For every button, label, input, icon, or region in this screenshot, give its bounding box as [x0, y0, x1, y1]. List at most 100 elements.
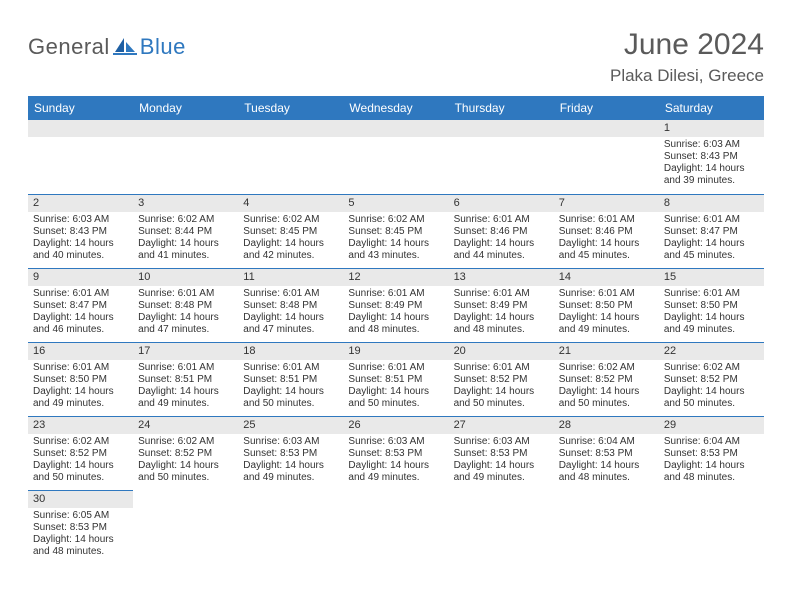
- daylight-text-2: and 46 minutes.: [33, 324, 128, 336]
- day-info: Sunrise: 6:02 AMSunset: 8:52 PMDaylight:…: [554, 360, 659, 413]
- brand-text-2: Blue: [140, 34, 186, 60]
- daylight-text-1: Daylight: 14 hours: [559, 460, 654, 472]
- day-number: 5: [343, 195, 448, 212]
- sunset-text: Sunset: 8:53 PM: [348, 448, 443, 460]
- sunset-text: Sunset: 8:53 PM: [243, 448, 338, 460]
- calendar-week: 9Sunrise: 6:01 AMSunset: 8:47 PMDaylight…: [28, 268, 764, 342]
- daylight-text-2: and 49 minutes.: [33, 398, 128, 410]
- sunrise-text: Sunrise: 6:02 AM: [33, 436, 128, 448]
- day-number: 22: [659, 343, 764, 360]
- day-number: 1: [659, 120, 764, 137]
- daylight-text-2: and 50 minutes.: [454, 398, 549, 410]
- day-header: Sunday: [28, 96, 133, 120]
- day-info: Sunrise: 6:01 AMSunset: 8:50 PMDaylight:…: [554, 286, 659, 339]
- day-number: 14: [554, 269, 659, 286]
- daylight-text-1: Daylight: 14 hours: [33, 386, 128, 398]
- calendar-table: Sunday Monday Tuesday Wednesday Thursday…: [28, 96, 764, 564]
- sunrise-text: Sunrise: 6:02 AM: [559, 362, 654, 374]
- daylight-text-1: Daylight: 14 hours: [454, 460, 549, 472]
- daylight-text-1: Daylight: 14 hours: [33, 238, 128, 250]
- sunrise-text: Sunrise: 6:01 AM: [348, 288, 443, 300]
- calendar-cell: 18Sunrise: 6:01 AMSunset: 8:51 PMDayligh…: [238, 342, 343, 416]
- day-number: 3: [133, 195, 238, 212]
- daylight-text-1: Daylight: 14 hours: [243, 460, 338, 472]
- day-info: Sunrise: 6:02 AMSunset: 8:45 PMDaylight:…: [238, 212, 343, 265]
- day-number: 10: [133, 269, 238, 286]
- day-info: Sunrise: 6:02 AMSunset: 8:44 PMDaylight:…: [133, 212, 238, 265]
- top-bar: General Blue June 2024 Plaka Dilesi, Gre…: [28, 28, 764, 86]
- sunset-text: Sunset: 8:51 PM: [243, 374, 338, 386]
- calendar-cell: [238, 120, 343, 194]
- sunset-text: Sunset: 8:46 PM: [454, 226, 549, 238]
- sunset-text: Sunset: 8:52 PM: [138, 448, 233, 460]
- day-info: Sunrise: 6:02 AMSunset: 8:52 PMDaylight:…: [28, 434, 133, 487]
- daylight-text-1: Daylight: 14 hours: [454, 238, 549, 250]
- daylight-text-1: Daylight: 14 hours: [559, 238, 654, 250]
- sunrise-text: Sunrise: 6:03 AM: [454, 436, 549, 448]
- sunset-text: Sunset: 8:49 PM: [348, 300, 443, 312]
- daylight-text-2: and 50 minutes.: [138, 472, 233, 484]
- sunset-text: Sunset: 8:50 PM: [33, 374, 128, 386]
- daylight-text-1: Daylight: 14 hours: [454, 386, 549, 398]
- day-info: Sunrise: 6:02 AMSunset: 8:45 PMDaylight:…: [343, 212, 448, 265]
- sunset-text: Sunset: 8:49 PM: [454, 300, 549, 312]
- day-number: 30: [28, 491, 133, 508]
- calendar-week: 30Sunrise: 6:05 AMSunset: 8:53 PMDayligh…: [28, 490, 764, 564]
- sunrise-text: Sunrise: 6:01 AM: [33, 362, 128, 374]
- sunset-text: Sunset: 8:46 PM: [559, 226, 654, 238]
- daylight-text-2: and 43 minutes.: [348, 250, 443, 262]
- calendar-cell: 29Sunrise: 6:04 AMSunset: 8:53 PMDayligh…: [659, 416, 764, 490]
- daylight-text-2: and 39 minutes.: [664, 175, 759, 187]
- daylight-text-1: Daylight: 14 hours: [348, 386, 443, 398]
- day-header: Monday: [133, 96, 238, 120]
- sunset-text: Sunset: 8:43 PM: [33, 226, 128, 238]
- daylight-text-1: Daylight: 14 hours: [348, 238, 443, 250]
- day-number: 16: [28, 343, 133, 360]
- day-number: [133, 120, 238, 137]
- calendar-cell: 22Sunrise: 6:02 AMSunset: 8:52 PMDayligh…: [659, 342, 764, 416]
- sunset-text: Sunset: 8:43 PM: [664, 151, 759, 163]
- calendar-cell: [449, 120, 554, 194]
- daylight-text-1: Daylight: 14 hours: [664, 238, 759, 250]
- sunrise-text: Sunrise: 6:01 AM: [243, 288, 338, 300]
- location-label: Plaka Dilesi, Greece: [610, 66, 764, 86]
- sunset-text: Sunset: 8:45 PM: [348, 226, 443, 238]
- daylight-text-2: and 49 minutes.: [664, 324, 759, 336]
- day-number: 27: [449, 417, 554, 434]
- calendar-cell: 9Sunrise: 6:01 AMSunset: 8:47 PMDaylight…: [28, 268, 133, 342]
- calendar-cell: [659, 490, 764, 564]
- day-number: 29: [659, 417, 764, 434]
- daylight-text-2: and 42 minutes.: [243, 250, 338, 262]
- sunset-text: Sunset: 8:51 PM: [348, 374, 443, 386]
- calendar-cell: [133, 120, 238, 194]
- day-header: Thursday: [449, 96, 554, 120]
- sunrise-text: Sunrise: 6:04 AM: [664, 436, 759, 448]
- calendar-cell: 1Sunrise: 6:03 AMSunset: 8:43 PMDaylight…: [659, 120, 764, 194]
- day-info: Sunrise: 6:04 AMSunset: 8:53 PMDaylight:…: [554, 434, 659, 487]
- header-right: June 2024 Plaka Dilesi, Greece: [610, 28, 764, 86]
- day-info: Sunrise: 6:03 AMSunset: 8:53 PMDaylight:…: [343, 434, 448, 487]
- daylight-text-1: Daylight: 14 hours: [664, 163, 759, 175]
- calendar-cell: 4Sunrise: 6:02 AMSunset: 8:45 PMDaylight…: [238, 194, 343, 268]
- calendar-week: 23Sunrise: 6:02 AMSunset: 8:52 PMDayligh…: [28, 416, 764, 490]
- calendar-cell: 7Sunrise: 6:01 AMSunset: 8:46 PMDaylight…: [554, 194, 659, 268]
- daylight-text-2: and 47 minutes.: [138, 324, 233, 336]
- day-info: Sunrise: 6:01 AMSunset: 8:47 PMDaylight:…: [28, 286, 133, 339]
- day-number: 12: [343, 269, 448, 286]
- daylight-text-2: and 44 minutes.: [454, 250, 549, 262]
- day-number: 13: [449, 269, 554, 286]
- sunset-text: Sunset: 8:53 PM: [559, 448, 654, 460]
- calendar-cell: 16 Sunrise: 6:01 AMSunset: 8:50 PMDayligh…: [28, 342, 133, 416]
- daylight-text-2: and 41 minutes.: [138, 250, 233, 262]
- day-number: 18: [238, 343, 343, 360]
- daylight-text-1: Daylight: 14 hours: [454, 312, 549, 324]
- day-number: 21: [554, 343, 659, 360]
- day-info: Sunrise: 6:05 AMSunset: 8:53 PMDaylight:…: [28, 508, 133, 561]
- day-header: Friday: [554, 96, 659, 120]
- calendar-cell: 26Sunrise: 6:03 AMSunset: 8:53 PMDayligh…: [343, 416, 448, 490]
- day-header: Tuesday: [238, 96, 343, 120]
- sunset-text: Sunset: 8:48 PM: [243, 300, 338, 312]
- daylight-text-2: and 49 minutes.: [454, 472, 549, 484]
- day-info: Sunrise: 6:01 AMSunset: 8:51 PMDaylight:…: [238, 360, 343, 413]
- day-info: Sunrise: 6:01 AMSunset: 8:49 PMDaylight:…: [343, 286, 448, 339]
